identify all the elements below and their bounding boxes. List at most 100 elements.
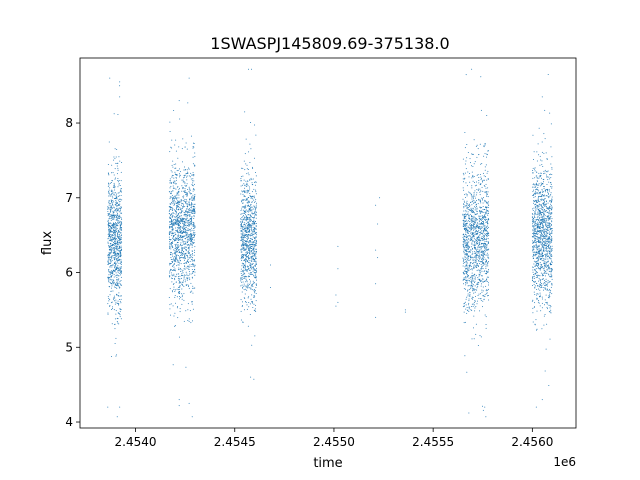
data-point [118,242,120,244]
data-point [169,288,171,290]
data-point [250,235,252,237]
data-point [240,268,242,270]
data-point [191,244,193,246]
data-point [465,202,467,204]
data-point [247,172,249,174]
data-point [532,230,534,232]
data-point [484,220,486,222]
data-point [253,289,255,290]
data-point [240,278,242,280]
data-point [466,296,468,298]
data-point [176,249,178,251]
data-point [471,171,473,173]
data-point [240,248,242,250]
data-point [252,241,254,243]
data-point [179,209,181,211]
data-point [486,232,488,234]
data-point [111,308,113,310]
data-point [551,237,553,239]
data-point [533,234,535,236]
data-point [170,254,172,256]
data-point [186,215,188,217]
data-point [108,204,110,206]
data-point [247,191,249,193]
data-point [172,215,174,217]
data-point [192,237,194,239]
data-point [172,202,174,204]
data-point [190,241,192,243]
data-point [246,287,248,289]
data-point [536,328,538,330]
data-point [466,266,468,268]
data-point [114,225,116,227]
data-point [541,141,543,143]
data-point [177,306,179,308]
data-point [121,218,123,220]
data-point [470,209,472,211]
data-point [114,158,116,160]
data-point [114,236,116,238]
data-point [185,267,187,269]
data-point [109,211,111,213]
data-point [476,284,478,286]
data-point [249,276,251,278]
data-point [191,416,193,418]
data-point [171,206,173,208]
data-point [242,216,244,218]
data-point [119,313,120,315]
data-point [190,135,192,137]
data-point [113,258,115,260]
data-point [183,166,185,168]
data-point [484,263,486,265]
data-point [115,162,117,164]
data-point [247,204,249,206]
data-point [477,278,479,280]
data-point [116,193,118,195]
data-point [113,192,115,194]
data-point [111,255,113,257]
data-point [192,190,194,192]
data-point [474,220,476,222]
data-point [174,279,176,281]
data-point [115,223,117,225]
data-point [242,230,244,232]
data-point [484,219,486,221]
data-point [248,249,250,251]
data-point [242,221,244,223]
data-point [112,240,114,242]
data-point [470,288,472,290]
data-point [108,252,110,254]
data-point [246,238,248,240]
data-point [474,248,476,250]
data-point [466,204,468,206]
data-point [112,212,114,214]
data-point [117,254,119,256]
data-point [117,229,119,231]
data-point [114,229,116,231]
data-point [172,305,174,307]
data-point [179,308,181,310]
data-point [253,227,255,229]
data-point [116,225,118,226]
data-point [246,240,248,242]
data-point [245,180,247,182]
data-point [191,277,193,279]
data-point [249,262,251,264]
data-point [483,220,485,222]
data-point [116,263,118,265]
data-point [477,300,479,302]
data-point [183,200,185,202]
data-point [254,231,256,233]
data-point [187,206,189,208]
data-point [538,249,540,251]
data-point [242,215,244,217]
data-point [254,220,256,222]
data-point [247,245,249,247]
data-point [181,217,183,219]
data-point [471,224,473,226]
data-point [191,250,193,252]
data-point [486,246,488,248]
data-point [250,218,252,220]
data-point [463,223,465,225]
data-point [251,259,253,261]
